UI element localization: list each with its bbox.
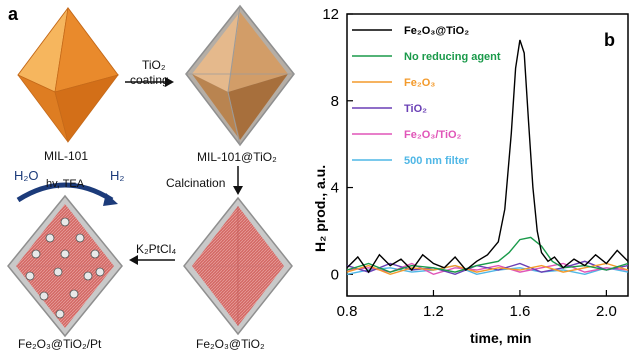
- legend-label: TiO₂: [404, 103, 427, 115]
- y-axis-label: H₂ prod., a.u.: [312, 164, 328, 252]
- fe2o3-tio2-pt-octahedron: [7, 194, 123, 338]
- legend-label: 500 nm filter: [404, 155, 470, 167]
- h2o-label: H₂O: [14, 168, 39, 183]
- h2-label: H₂: [110, 168, 125, 183]
- series-line: [346, 236, 629, 273]
- pt-sphere: [60, 217, 70, 227]
- plot-frame: [346, 13, 629, 297]
- x-tick-label: 1.6: [509, 303, 530, 320]
- panel-b-letter: b: [604, 30, 615, 50]
- series-line: [346, 264, 629, 276]
- legend-label: Fe₂O₃@TiO₂: [404, 25, 469, 37]
- arrow-k2ptcl4: [129, 255, 175, 265]
- coating-label: coating: [130, 73, 169, 87]
- k2ptcl4-label: K₂PtCl₄: [136, 242, 177, 256]
- tio2-label: TiO₂: [142, 58, 166, 72]
- pt-sphere: [83, 271, 93, 281]
- fe2o3-tio2-octahedron: [183, 196, 293, 336]
- mil101-octahedron: [17, 6, 120, 143]
- panel-a-letter: a: [8, 4, 19, 24]
- pt-sphere: [53, 267, 63, 277]
- arrow-tio2-coating: [125, 77, 174, 87]
- pt-sphere: [90, 249, 100, 259]
- mil101-tio2-octahedron: [185, 4, 295, 147]
- pt-sphere: [31, 249, 41, 259]
- hv-tea-label: hv, TEA: [46, 178, 85, 190]
- pt-nanoparticles: [25, 217, 105, 319]
- series-line: [346, 262, 629, 276]
- y-tick-label: 0: [331, 266, 339, 283]
- calcination-label: Calcination: [166, 176, 226, 190]
- photocatalysis-arrow: [16, 182, 118, 206]
- x-axis-label: time, min: [470, 330, 532, 346]
- pt-sphere: [55, 309, 65, 319]
- x-tick-label: 2.0: [596, 303, 617, 320]
- panel-a-schematic: [7, 4, 295, 338]
- pt-sphere: [95, 267, 105, 277]
- pt-sphere: [45, 233, 55, 243]
- x-tick-label: 0.8: [337, 303, 358, 320]
- pt-sphere: [25, 271, 35, 281]
- series-line: [346, 39, 629, 274]
- y-tick-label: 4: [331, 180, 339, 197]
- y-tick-label: 8: [331, 93, 339, 110]
- series-line: [346, 260, 629, 276]
- x-tick-label: 1.2: [423, 303, 444, 320]
- mil101-tio2-label: MIL-101@TiO₂: [197, 150, 277, 164]
- arrow-calcination: [233, 166, 243, 195]
- fe2o3-tio2-label: Fe₂O₃@TiO₂: [196, 337, 265, 351]
- fe2o3-tio2-pt-label: Fe₂O₃@TiO₂/Pt: [18, 337, 102, 351]
- legend-label: Fe₂O₃: [404, 77, 435, 89]
- pt-sphere: [69, 289, 79, 299]
- legend-label: Fe₂O₃/TiO₂: [404, 129, 462, 141]
- mil101-label: MIL-101: [44, 149, 89, 163]
- legend-label: No reducing agent: [404, 51, 501, 63]
- pt-sphere: [60, 249, 70, 259]
- pt-sphere: [75, 233, 85, 243]
- pt-sphere: [39, 291, 49, 301]
- y-tick-label: 12: [322, 6, 339, 23]
